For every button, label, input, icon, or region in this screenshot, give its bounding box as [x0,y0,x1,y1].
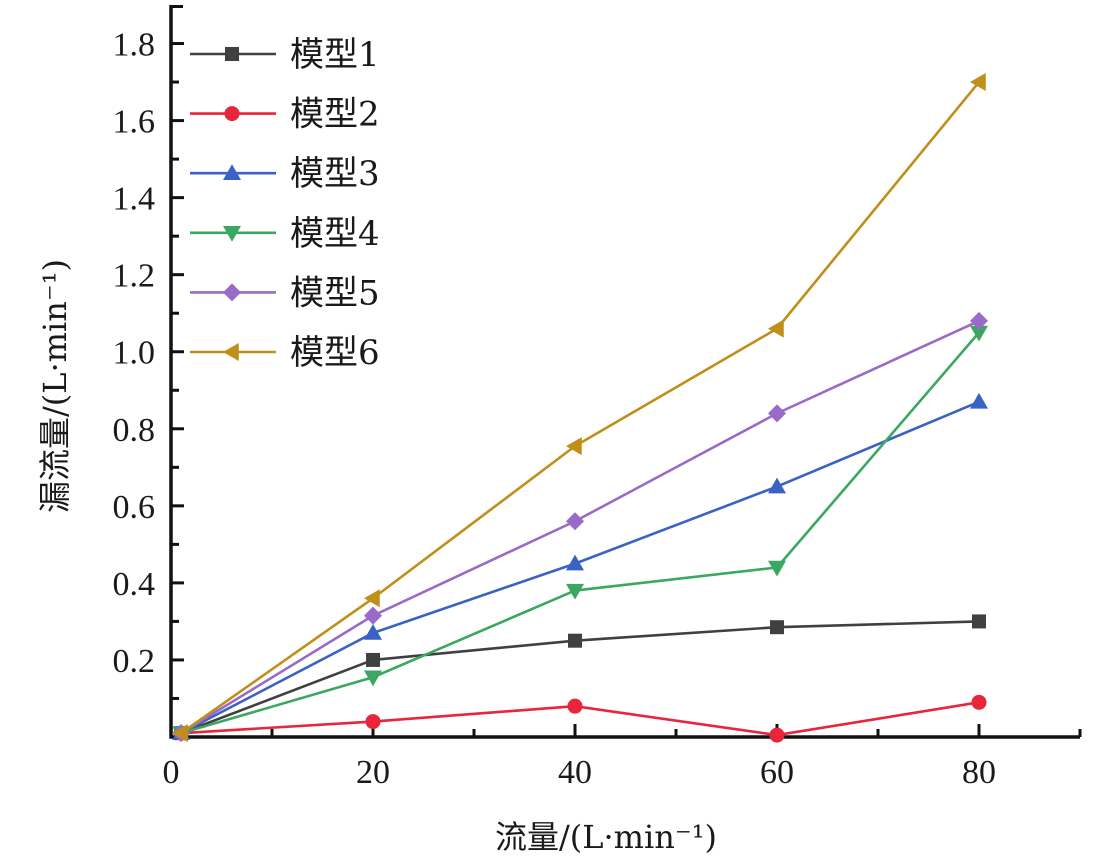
axes: 0 20 40 60 80 0.2 0.4 0.6 0.8 1.0 1.2 1.4 1.6 1.8 [113,5,1082,791]
data-point-5-2 [364,606,382,625]
legend-item-5: 模型5 [190,273,380,313]
data-point-4-3 [566,583,584,600]
data-point-5-5 [970,311,988,330]
legend-marker-diamond [223,283,241,302]
data-point-6-4 [768,319,784,338]
data-point-4-4 [768,560,786,577]
data-point-2-5 [971,694,987,710]
x-ticks: 0 20 40 60 80 [163,724,1082,791]
data-point-3-4 [768,477,786,494]
data-point-6-2 [364,589,380,608]
data-point-2-2 [365,714,381,730]
data-point-1-3 [568,633,582,648]
series-4 [172,325,988,743]
y-axis-title: 漏流量/(L·min⁻¹) [36,259,74,513]
legend-item-4: 模型4 [190,214,380,254]
legend-label: 模型3 [290,154,380,194]
y-tick-label: 1.6 [113,104,156,141]
series-layer [172,73,988,743]
x-tick-label: 40 [558,754,592,791]
legend-label: 模型4 [290,214,380,254]
data-point-5-4 [768,404,786,423]
legend-item-3: 模型3 [190,154,380,194]
legend: 模型1 模型2 模型3 模型4 模型5 模型6 [190,35,380,373]
y-tick-label: 1.4 [113,181,156,218]
legend-item-1: 模型1 [190,35,380,75]
x-axis-title: 流量/(L·min⁻¹) [495,818,717,856]
legend-marker-square [225,47,239,61]
legend-label: 模型6 [290,333,380,373]
x-tick-label: 20 [356,754,390,791]
data-point-6-5 [970,73,986,92]
y-tick-label: 0.8 [113,412,156,449]
legend-marker-circle [224,106,240,122]
data-point-3-3 [566,554,584,571]
data-point-1-4 [770,620,784,635]
series-5 [172,311,988,743]
data-point-1-2 [366,652,380,667]
data-point-4-5 [970,325,988,342]
y-tick-label: 0.6 [113,489,156,526]
y-tick-label: 0.2 [113,643,156,680]
x-tick-label: 60 [760,754,794,791]
legend-item-2: 模型2 [190,95,380,135]
x-tick-label: 0 [163,754,180,791]
legend-label: 模型1 [290,35,380,75]
data-point-4-2 [364,670,382,687]
legend-marker-triangle-up [223,164,241,180]
data-point-1-5 [972,614,986,629]
data-point-2-3 [567,698,583,714]
y-tick-label: 0.4 [113,566,156,603]
data-point-3-2 [364,623,382,640]
data-point-6-3 [566,437,582,456]
data-point-3-5 [970,392,988,409]
series-line-4 [180,331,980,735]
legend-label: 模型2 [290,95,380,135]
y-tick-label: 1.0 [113,335,156,372]
y-tick-label: 1.8 [113,27,156,64]
y-ticks: 0.2 0.4 0.6 0.8 1.0 1.2 1.4 1.6 1.8 [113,27,184,700]
data-point-2-4 [769,727,785,743]
data-point-5-3 [566,512,584,531]
legend-item-6: 模型6 [190,333,380,373]
legend-marker-triangle-left [223,343,239,361]
legend-marker-triangle-down [223,226,241,242]
legend-label: 模型5 [290,273,380,313]
series-6 [172,73,986,743]
y-tick-label: 1.2 [113,258,156,295]
x-tick-label: 80 [962,754,996,791]
data-point-6-1 [172,724,188,743]
